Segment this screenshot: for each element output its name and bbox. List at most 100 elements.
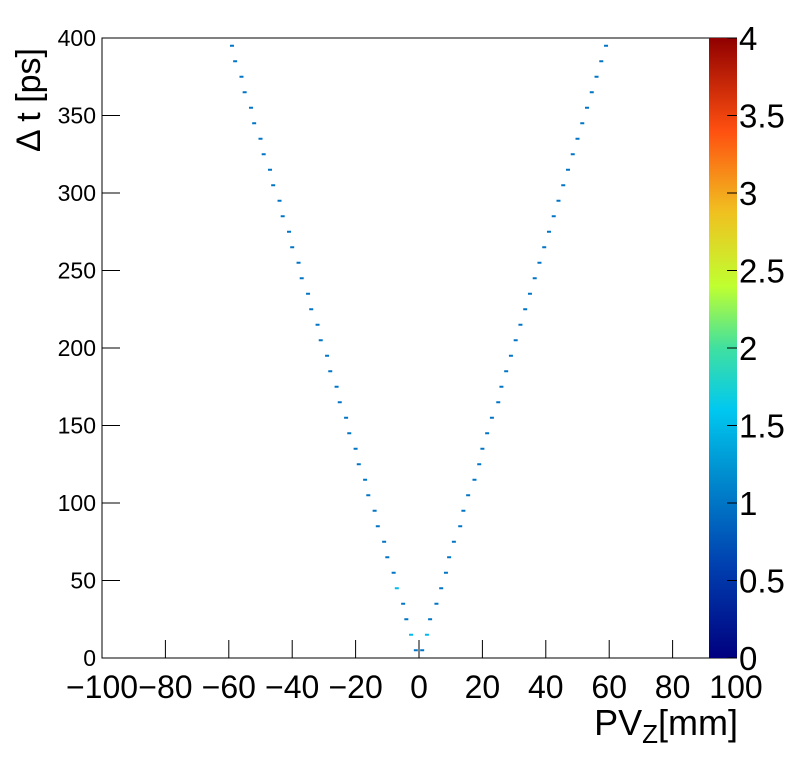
- heatmap-cell: [570, 153, 575, 156]
- heatmap-cell: [420, 649, 425, 652]
- y-tick-label: 0: [83, 645, 96, 671]
- heatmap-cell: [277, 199, 282, 202]
- heatmap-cell: [599, 60, 604, 63]
- heatmap-cell: [391, 571, 396, 574]
- y-tick-label: 400: [58, 25, 96, 51]
- heatmap-cell: [296, 261, 301, 264]
- heatmap-cell: [252, 122, 257, 125]
- x-axis-title-sub: Z: [642, 719, 658, 749]
- heatmap-cell: [480, 447, 485, 450]
- heatmap-cell: [428, 618, 433, 621]
- heatmap-cell: [561, 184, 566, 187]
- heatmap-cell: [485, 432, 490, 435]
- heatmap-cell: [356, 463, 361, 466]
- heatmap-cell: [239, 75, 244, 78]
- heatmap-cell: [434, 602, 439, 605]
- heatmap-cell: [306, 292, 311, 295]
- heatmap-cell: [375, 525, 380, 528]
- x-tick-label: 20: [465, 669, 501, 705]
- heatmap-cell: [261, 153, 266, 156]
- heatmap-cell: [366, 494, 371, 497]
- heatmap-cell: [344, 416, 349, 419]
- heatmap-cell: [508, 354, 513, 357]
- color-bar-label: 0: [739, 640, 757, 677]
- heatmap-cell: [372, 509, 377, 512]
- y-tick-label: 100: [58, 490, 96, 516]
- heatmap-cell: [523, 308, 528, 311]
- heatmap-cell: [385, 556, 390, 559]
- heatmap-cell: [328, 370, 333, 373]
- heatmap-cell: [580, 122, 585, 125]
- heatmap-cell: [337, 401, 342, 404]
- color-bar-label: 0.5: [739, 563, 785, 600]
- heatmap-cell: [382, 540, 387, 543]
- heatmap-cell: [258, 137, 263, 140]
- x-axis-title-unit: [mm]: [658, 702, 738, 743]
- heatmap-cell: [496, 401, 501, 404]
- heatmap-cell: [242, 91, 247, 94]
- heatmap-cell: [461, 509, 466, 512]
- heatmap-cell: [409, 633, 414, 636]
- heatmap-cell: [248, 106, 253, 109]
- heatmap-cell: [347, 432, 352, 435]
- heatmap-cell: [229, 44, 234, 47]
- heatmap-cell: [466, 494, 471, 497]
- heatmap-cell: [532, 277, 537, 280]
- heatmap-cell: [315, 323, 320, 326]
- heatmap-cell: [268, 168, 273, 171]
- heatmap-cell: [309, 308, 314, 311]
- x-tick-label: 100: [709, 669, 762, 705]
- heatmap-cell: [424, 633, 429, 636]
- heatmap-cell: [287, 230, 292, 233]
- x-tick-label: −40: [265, 669, 319, 705]
- x-tick-label: 0: [410, 669, 428, 705]
- heatmap-cell: [318, 339, 323, 342]
- heatmap-cell: [546, 230, 551, 233]
- heatmap-cell: [299, 277, 304, 280]
- heatmap-cell: [537, 261, 542, 264]
- heatmap-cell: [489, 416, 494, 419]
- y-tick-label: 200: [58, 335, 96, 361]
- y-axis-title: Δ t [ps]: [10, 48, 48, 152]
- color-bar-label: 1: [739, 485, 757, 522]
- x-axis-title: PVZ[mm]: [594, 702, 738, 749]
- color-bar-label: 1.5: [739, 408, 785, 445]
- heatmap-cell: [472, 478, 477, 481]
- heatmap-cell: [518, 323, 523, 326]
- y-tick-label: 250: [58, 258, 96, 284]
- y-tick-label: 150: [58, 413, 96, 439]
- x-axis-title-main: PV: [594, 702, 642, 743]
- heatmap-cell: [477, 463, 482, 466]
- x-tick-label: −100: [66, 669, 138, 705]
- heatmap-cell: [280, 215, 285, 218]
- heatmap-cell: [604, 44, 609, 47]
- y-tick-label: 50: [70, 568, 96, 594]
- color-bar-label: 3: [739, 175, 757, 212]
- heatmap-cell: [575, 137, 580, 140]
- color-bar-label: 3.5: [739, 98, 785, 135]
- heatmap-cell: [325, 354, 330, 357]
- x-tick-label: −80: [138, 669, 192, 705]
- heatmap-cell: [334, 385, 339, 388]
- heatmap-cell: [589, 91, 594, 94]
- heatmap-cell: [443, 571, 448, 574]
- heatmap-cell: [447, 556, 452, 559]
- y-tick-label: 300: [58, 180, 96, 206]
- y-tick-label: 350: [58, 103, 96, 129]
- heatmap-cell: [233, 60, 238, 63]
- x-tick-label: −60: [202, 669, 256, 705]
- heatmap-cell: [353, 447, 358, 450]
- color-bar-label: 2.5: [739, 253, 785, 290]
- x-tick-label: 60: [591, 669, 627, 705]
- heatmap-cell: [542, 246, 547, 249]
- heatmap-cell: [290, 246, 295, 249]
- color-bar-label: 4: [739, 20, 757, 57]
- color-bar-label: 2: [739, 330, 757, 367]
- heatmap-cell: [585, 106, 590, 109]
- heatmap-cell: [439, 587, 444, 590]
- heatmap-cell: [394, 587, 399, 590]
- x-tick-label: 40: [528, 669, 564, 705]
- heatmap-cell: [527, 292, 532, 295]
- heatmap-cell: [401, 602, 406, 605]
- heatmap-cell: [594, 75, 599, 78]
